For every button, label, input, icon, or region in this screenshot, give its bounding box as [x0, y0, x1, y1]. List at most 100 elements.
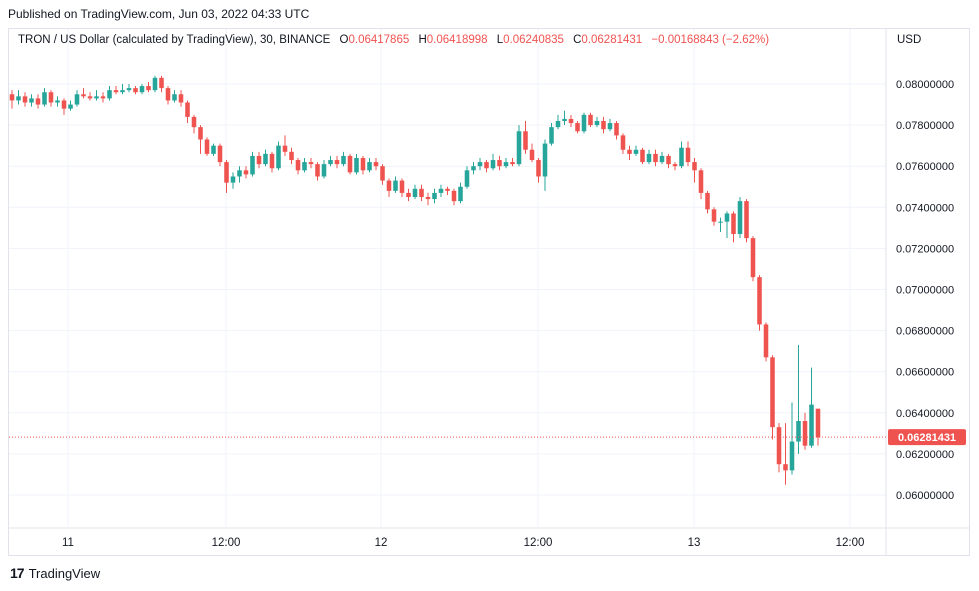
- candle-body: [399, 180, 405, 193]
- x-tick-label: 12:00: [524, 537, 553, 549]
- candle-body: [412, 188, 418, 198]
- candle-body: [549, 127, 554, 144]
- candle-body: [295, 160, 301, 171]
- candle-body: [646, 153, 652, 163]
- close-value: 0.06281431: [581, 34, 643, 46]
- y-tick-label: 0.07200000: [896, 243, 954, 255]
- candle-body: [718, 221, 723, 223]
- candle-body: [256, 155, 262, 165]
- candle-body: [471, 166, 476, 171]
- candle-body: [698, 170, 704, 193]
- x-tick-label: 12: [375, 537, 388, 549]
- x-tick-label: 12:00: [212, 537, 241, 549]
- candle-body: [536, 160, 541, 177]
- candle-body: [640, 149, 645, 163]
- candle-body: [484, 162, 489, 169]
- candle-body: [367, 162, 372, 171]
- y-tick-label: 0.06600000: [896, 367, 954, 379]
- candle-body: [575, 123, 580, 132]
- chart-legend: TRON / US Dollar (calculated by TradingV…: [18, 34, 769, 46]
- candle-body: [42, 92, 47, 105]
- candle-body: [159, 77, 164, 89]
- candle-body: [341, 155, 346, 165]
- candle-body: [503, 162, 509, 167]
- candle-body: [107, 90, 112, 99]
- last-price-label: 0.06281431: [898, 432, 956, 444]
- change-value: −0.00168843 (−2.62%): [651, 34, 770, 46]
- candle-body: [425, 197, 431, 200]
- candle-body: [139, 86, 145, 93]
- candle-body: [770, 357, 775, 428]
- candle-body: [152, 77, 158, 91]
- candle-body: [529, 149, 535, 161]
- candle-body: [523, 131, 528, 150]
- candle-body: [230, 176, 236, 183]
- open-value: 0.06417865: [348, 34, 410, 46]
- candle-body: [809, 404, 814, 446]
- candle-body: [737, 201, 743, 235]
- candle-body: [653, 153, 658, 163]
- candle-body: [406, 192, 411, 198]
- candle-body: [55, 100, 60, 103]
- candle-body: [81, 94, 86, 97]
- candle-body: [172, 94, 177, 101]
- y-tick-label: 0.06000000: [896, 490, 954, 502]
- candle-body: [445, 188, 450, 191]
- candle-body: [224, 162, 229, 183]
- candle-body: [165, 88, 171, 101]
- open-label: O: [339, 34, 349, 46]
- candle-body: [100, 96, 106, 99]
- low-label: L: [496, 34, 504, 46]
- y-tick-label: 0.06800000: [896, 326, 954, 338]
- candle-body: [94, 96, 99, 99]
- candle-body: [458, 186, 463, 202]
- candle-body: [614, 123, 619, 136]
- candle-body: [731, 213, 736, 235]
- high-label: H: [418, 34, 427, 46]
- candle-body: [705, 192, 710, 210]
- candle-body: [724, 213, 730, 222]
- candle-body: [451, 190, 457, 202]
- candle-body: [438, 188, 444, 193]
- candle-body: [48, 92, 54, 103]
- candle-body: [659, 155, 665, 163]
- candle-body: [789, 441, 795, 471]
- candle-body: [685, 147, 691, 163]
- close-label: C: [573, 34, 582, 46]
- candle-body: [347, 155, 353, 173]
- candle-body: [744, 201, 749, 239]
- candle-body: [627, 149, 632, 154]
- candle-body: [191, 116, 197, 128]
- candle-body: [269, 153, 275, 169]
- y-tick-label: 0.07400000: [896, 202, 954, 214]
- candle-body: [68, 104, 73, 109]
- candle-body: [763, 324, 769, 358]
- candle-body: [380, 166, 385, 181]
- candle-body: [477, 162, 483, 167]
- x-tick-label: 11: [62, 537, 74, 549]
- candle-body: [679, 147, 684, 167]
- candle-body: [588, 114, 593, 126]
- candle-body: [562, 118, 567, 121]
- candle-body: [464, 170, 470, 187]
- y-tick-label: 0.06200000: [896, 449, 954, 461]
- candle-body: [607, 123, 613, 130]
- candle-body: [568, 118, 574, 124]
- candle-body: [360, 157, 366, 171]
- symbol-description: TRON / US Dollar (calculated by TradingV…: [18, 34, 331, 46]
- candle-body: [243, 170, 249, 175]
- candle-body: [354, 157, 359, 173]
- y-tick-label: 0.08000000: [896, 79, 954, 91]
- candle-body: [276, 145, 281, 169]
- candle-body: [555, 120, 561, 128]
- candle-body: [237, 170, 242, 177]
- candle-body: [113, 90, 119, 93]
- candle-body: [815, 408, 821, 438]
- footer-brand[interactable]: 17 TradingView: [10, 565, 100, 581]
- candle-body: [146, 86, 151, 91]
- candle-body: [373, 162, 379, 167]
- candle-body: [776, 427, 782, 465]
- candle-body: [783, 464, 788, 471]
- currency-label: USD: [897, 34, 922, 46]
